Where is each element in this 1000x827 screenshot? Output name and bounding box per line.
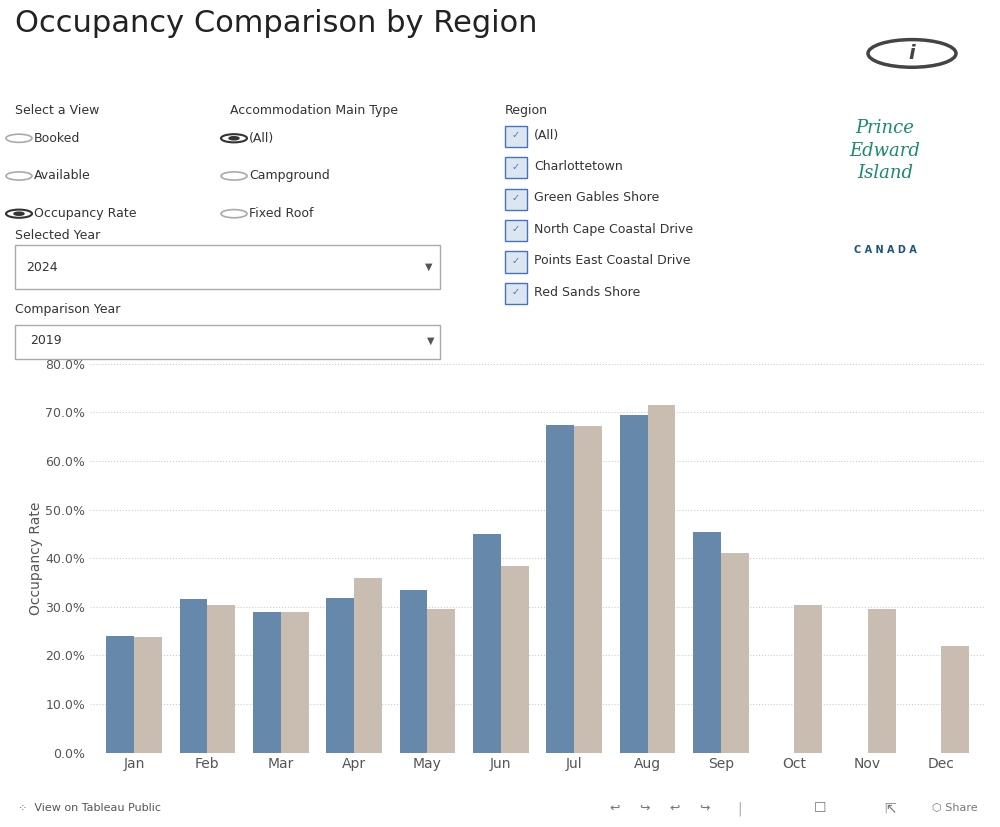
Text: Prince
Edward
Island: Prince Edward Island (850, 119, 920, 182)
Text: (All): (All) (249, 131, 274, 145)
Text: ↩: ↩ (610, 802, 620, 815)
Text: Accommodation Main Type: Accommodation Main Type (230, 103, 398, 117)
Bar (868, 609, 896, 753)
Bar (281, 612, 309, 753)
Text: 2024: 2024 (26, 261, 58, 274)
Text: ↪: ↪ (640, 802, 650, 815)
FancyBboxPatch shape (505, 157, 527, 179)
Text: Points East Coastal Drive: Points East Coastal Drive (534, 255, 690, 267)
Text: ✓: ✓ (512, 224, 520, 234)
Text: Fixed Roof: Fixed Roof (249, 208, 314, 220)
Text: ⬡ Share: ⬡ Share (932, 803, 978, 814)
FancyBboxPatch shape (15, 245, 440, 289)
Bar (427, 609, 455, 753)
Text: |: | (738, 801, 742, 815)
Text: Occupancy Comparison by Region: Occupancy Comparison by Region (15, 9, 538, 38)
Bar (473, 534, 501, 753)
Text: Red Sands Shore: Red Sands Shore (534, 286, 640, 299)
Bar (620, 415, 648, 753)
FancyBboxPatch shape (505, 283, 527, 304)
Text: ⁘  View on Tableau Public: ⁘ View on Tableau Public (18, 803, 161, 814)
Text: ✓: ✓ (512, 130, 520, 140)
Text: 2019: 2019 (31, 334, 62, 347)
Text: ☐: ☐ (814, 801, 826, 815)
Bar (693, 532, 721, 753)
Text: C A N A D A: C A N A D A (854, 245, 916, 255)
Text: North Cape Coastal Drive: North Cape Coastal Drive (534, 223, 693, 236)
Bar (941, 646, 969, 753)
Text: Green Gables Shore: Green Gables Shore (534, 192, 659, 204)
Bar (106, 636, 134, 753)
Text: i: i (909, 44, 915, 63)
Text: Select a View: Select a View (15, 103, 99, 117)
Text: Occupancy Rate: Occupancy Rate (34, 208, 136, 220)
Bar (400, 590, 427, 753)
Text: ▼: ▼ (427, 336, 434, 346)
Text: Available: Available (34, 170, 91, 183)
Bar (501, 566, 529, 753)
FancyBboxPatch shape (505, 220, 527, 241)
Bar (574, 426, 602, 753)
Circle shape (229, 136, 239, 140)
Text: ✓: ✓ (512, 161, 520, 171)
Y-axis label: Occupancy Rate: Occupancy Rate (29, 501, 43, 615)
Text: Comparison Year: Comparison Year (15, 303, 120, 316)
Bar (721, 553, 749, 753)
Text: Booked: Booked (34, 131, 80, 145)
Text: ▼: ▼ (424, 262, 432, 272)
Bar (207, 605, 235, 753)
Circle shape (14, 213, 24, 215)
Bar (648, 404, 675, 753)
Text: Selected Year: Selected Year (15, 229, 100, 242)
FancyBboxPatch shape (15, 325, 440, 359)
FancyBboxPatch shape (505, 251, 527, 273)
FancyBboxPatch shape (505, 189, 527, 210)
Text: ⇱: ⇱ (884, 801, 896, 815)
Text: ✓: ✓ (512, 193, 520, 203)
Text: ↩: ↩ (670, 802, 680, 815)
Text: ✓: ✓ (512, 256, 520, 265)
Text: Campground: Campground (249, 170, 330, 183)
Text: Charlottetown: Charlottetown (534, 160, 623, 173)
Text: Region: Region (505, 103, 548, 117)
Bar (253, 612, 281, 753)
FancyBboxPatch shape (505, 126, 527, 147)
Bar (546, 425, 574, 753)
Text: ↪: ↪ (700, 802, 710, 815)
Text: (All): (All) (534, 129, 559, 141)
Bar (326, 598, 354, 753)
Bar (134, 637, 162, 753)
Bar (794, 605, 822, 753)
Bar (354, 578, 382, 753)
Bar (180, 599, 207, 753)
Text: ✓: ✓ (512, 287, 520, 297)
